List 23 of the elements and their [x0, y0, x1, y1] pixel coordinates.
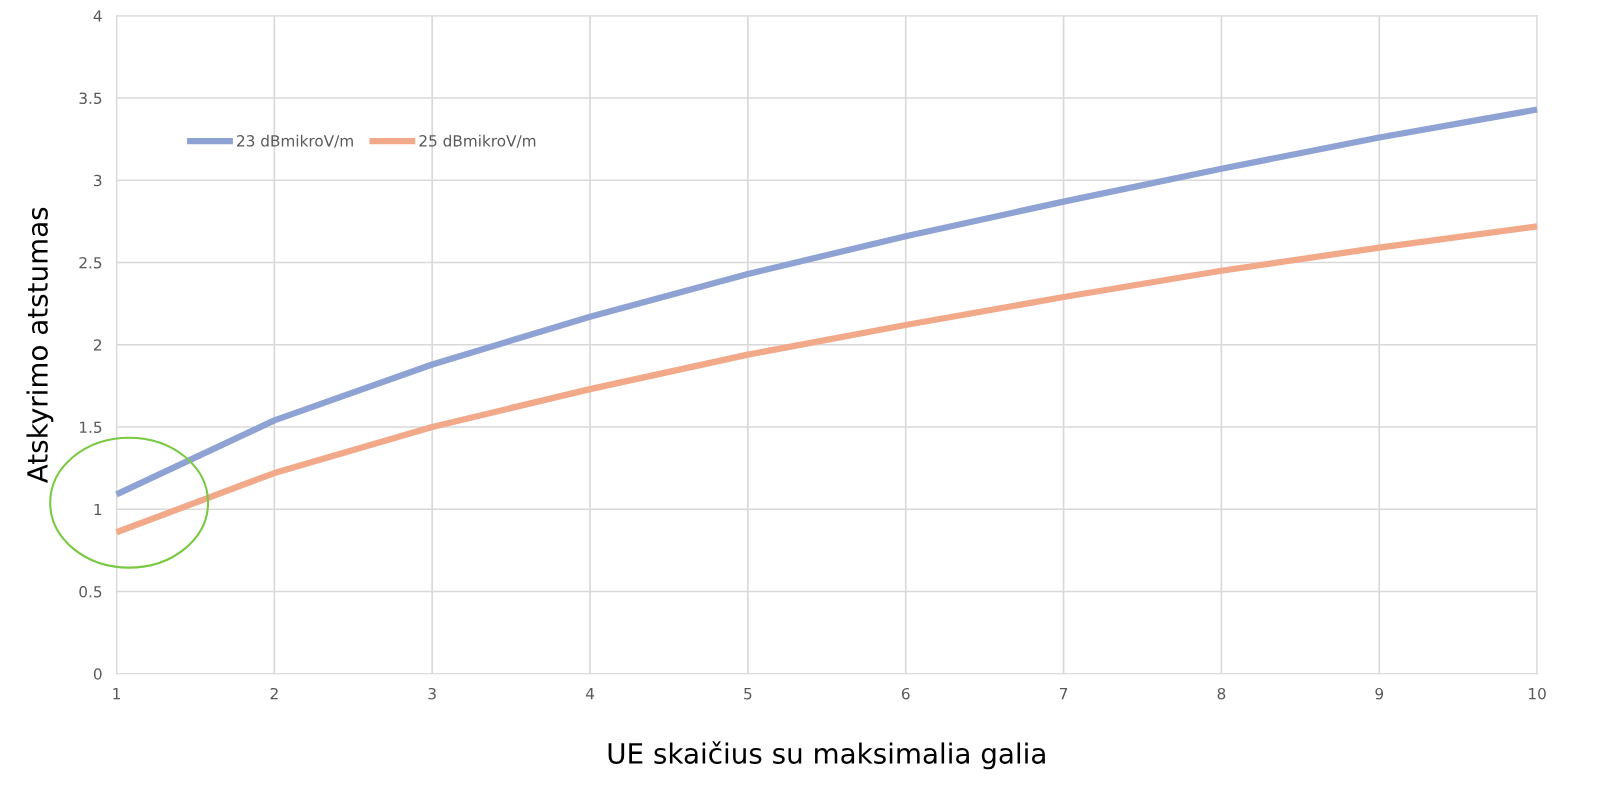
x-axis-title: UE skaičius su maksimalia galia: [608, 741, 1045, 770]
x-tick-label: 9: [1375, 687, 1384, 700]
x-tick-label: 2: [270, 687, 278, 700]
y-tick-label: 3.5: [79, 92, 102, 105]
y-tick-label: 0.5: [79, 585, 102, 598]
y-tick-label: 1: [94, 503, 102, 516]
x-tick-label: 6: [901, 687, 910, 700]
legend-label: 25 dBmikroV/m: [419, 134, 536, 148]
x-tick-label: 7: [1059, 688, 1068, 700]
y-tick-label: 1.5: [79, 421, 102, 434]
y-tick-label: 4: [93, 10, 102, 22]
x-tick-label: 5: [744, 688, 752, 700]
y-tick-label: 2: [94, 339, 102, 351]
legend-label: 23 dBmikroV/m: [237, 134, 353, 148]
x-tick-label: 3: [428, 687, 436, 700]
x-tick-label: 8: [1217, 687, 1226, 700]
y-tick-label: 3: [94, 174, 102, 187]
y-tick-label: 2.5: [79, 256, 102, 269]
x-tick-label: 1: [113, 688, 120, 700]
y-axis-title: Atskyrimo atstumas: [26, 207, 54, 483]
y-tick-label: 0: [93, 668, 102, 680]
x-tick-label: 4: [585, 688, 595, 700]
x-tick-label: 10: [1529, 687, 1546, 700]
